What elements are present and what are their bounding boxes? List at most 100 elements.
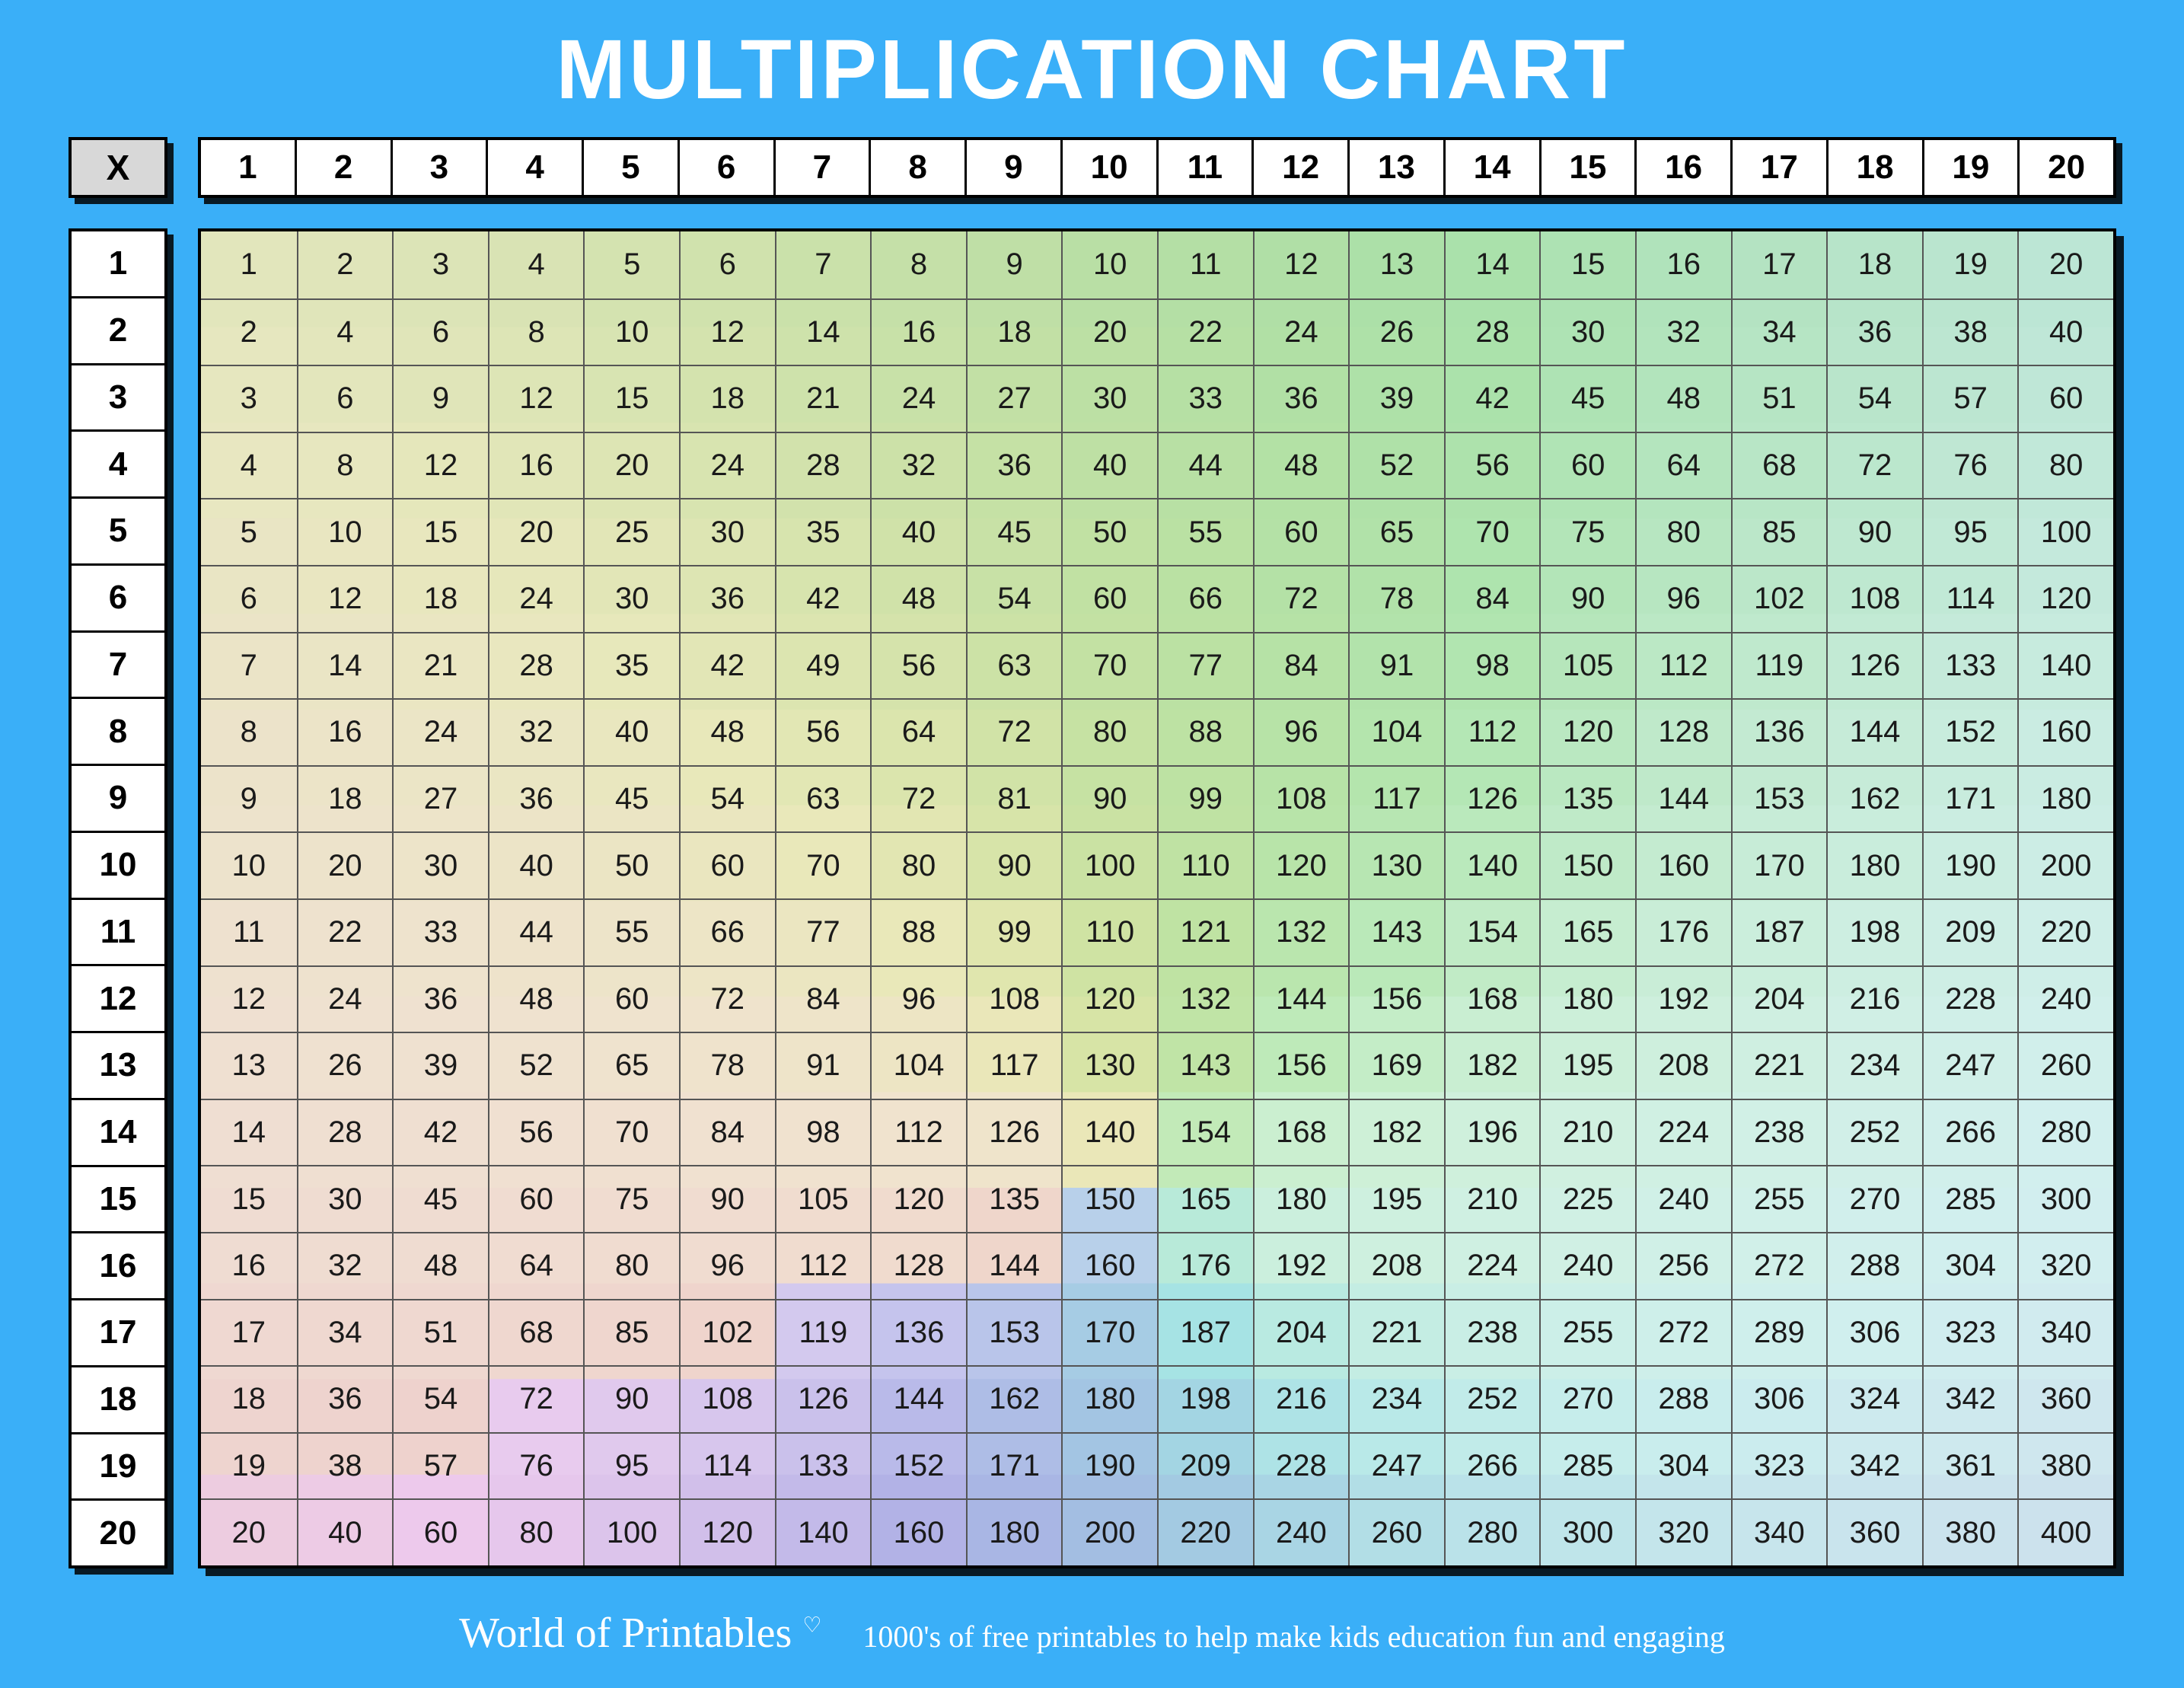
row-header: 15 <box>72 1165 164 1232</box>
grid-cell: 196 <box>1444 1099 1540 1166</box>
multiplication-grid: 1234567891011121314151617181920246810121… <box>201 231 2113 1565</box>
grid-cell: 18 <box>966 298 1062 365</box>
grid-cell: 306 <box>1826 1299 1922 1366</box>
grid-cell: 12 <box>679 298 775 365</box>
grid-cell: 25 <box>583 498 679 565</box>
grid-cell: 77 <box>1157 632 1253 699</box>
grid-cell: 20 <box>297 831 393 898</box>
grid-cell: 135 <box>1539 765 1635 832</box>
grid-cell: 65 <box>1348 498 1444 565</box>
grid-cell: 136 <box>1731 698 1827 765</box>
grid-cell: 76 <box>488 1432 584 1499</box>
grid-cell: 72 <box>1253 565 1349 632</box>
grid-cell: 3 <box>392 231 488 298</box>
grid-cell: 16 <box>488 432 584 499</box>
grid-cell: 24 <box>488 565 584 632</box>
grid-cell: 192 <box>1253 1232 1349 1299</box>
grid-cell: 104 <box>870 1032 966 1099</box>
grid-cell: 266 <box>1444 1432 1540 1499</box>
grid-cell: 240 <box>1253 1498 1349 1565</box>
grid-cell: 30 <box>297 1165 393 1232</box>
grid-cell: 114 <box>1922 565 2018 632</box>
grid-cell: 132 <box>1157 965 1253 1032</box>
footer-brand-text: World of Printables <box>459 1610 792 1657</box>
grid-cell: 39 <box>1348 365 1444 432</box>
grid-cell: 12 <box>488 365 584 432</box>
grid-cell: 252 <box>1826 1099 1922 1166</box>
grid-cell: 16 <box>1635 231 1731 298</box>
grid-cell: 28 <box>775 432 871 499</box>
grid-cell: 272 <box>1731 1232 1827 1299</box>
grid-cell: 7 <box>775 231 871 298</box>
grid-cell: 88 <box>870 898 966 965</box>
grid-cell: 54 <box>679 765 775 832</box>
grid-cell: 84 <box>1444 565 1540 632</box>
column-header-strip: 1234567891011121314151617181920 <box>198 137 2116 198</box>
grid-cell: 143 <box>1157 1032 1253 1099</box>
grid-cell: 56 <box>775 698 871 765</box>
row-header: 3 <box>72 363 164 430</box>
grid-cell: 119 <box>1731 632 1827 699</box>
grid-cell: 24 <box>297 965 393 1032</box>
grid-cell: 35 <box>583 632 679 699</box>
grid-cell: 54 <box>1826 365 1922 432</box>
grid-cell: 380 <box>2017 1432 2113 1499</box>
grid-cell: 216 <box>1253 1365 1349 1432</box>
grid-cell: 80 <box>870 831 966 898</box>
grid-cell: 323 <box>1731 1432 1827 1499</box>
grid-cell: 27 <box>966 365 1062 432</box>
grid-cell: 153 <box>966 1299 1062 1366</box>
grid-cell: 78 <box>1348 565 1444 632</box>
grid-cell: 98 <box>775 1099 871 1166</box>
grid-cell: 21 <box>775 365 871 432</box>
grid-cell: 126 <box>1826 632 1922 699</box>
grid-cell: 224 <box>1444 1232 1540 1299</box>
grid-cell: 224 <box>1635 1099 1731 1166</box>
grid-cell: 132 <box>1253 898 1349 965</box>
row-header: 11 <box>72 898 164 965</box>
grid-cell: 342 <box>1922 1365 2018 1432</box>
row-header: 4 <box>72 429 164 496</box>
grid-cell: 66 <box>679 898 775 965</box>
grid-cell: 156 <box>1253 1032 1349 1099</box>
column-header: 15 <box>1539 140 1635 195</box>
grid-cell: 45 <box>392 1165 488 1232</box>
grid-cell: 60 <box>583 965 679 1032</box>
grid-cell: 90 <box>966 831 1062 898</box>
grid-cell: 32 <box>488 698 584 765</box>
row-header: 5 <box>72 496 164 563</box>
grid-cell: 42 <box>775 565 871 632</box>
grid-cell: 20 <box>488 498 584 565</box>
grid-cell: 26 <box>297 1032 393 1099</box>
grid-cell: 30 <box>1061 365 1157 432</box>
column-header: 1 <box>201 140 295 195</box>
grid-cell: 50 <box>1061 498 1157 565</box>
grid-cell: 22 <box>1157 298 1253 365</box>
grid-cell: 285 <box>1539 1432 1635 1499</box>
grid-cell: 24 <box>392 698 488 765</box>
column-header: 18 <box>1826 140 1922 195</box>
grid-cell: 12 <box>392 432 488 499</box>
grid-cell: 56 <box>870 632 966 699</box>
grid-cell: 20 <box>583 432 679 499</box>
grid-cell: 60 <box>1539 432 1635 499</box>
grid-cell: 300 <box>1539 1498 1635 1565</box>
grid-cell: 190 <box>1922 831 2018 898</box>
grid-cell: 90 <box>583 1365 679 1432</box>
grid-cell: 13 <box>201 1032 297 1099</box>
grid-cell: 15 <box>1539 231 1635 298</box>
column-header: 4 <box>486 140 582 195</box>
column-header: 13 <box>1347 140 1443 195</box>
grid-cell: 63 <box>775 765 871 832</box>
footer-brand: World of Printables ♡ <box>459 1610 832 1657</box>
grid-cell: 96 <box>679 1232 775 1299</box>
grid-cell: 96 <box>1635 565 1731 632</box>
grid-cell: 143 <box>1348 898 1444 965</box>
grid-cell: 187 <box>1157 1299 1253 1366</box>
grid-cell: 4 <box>201 432 297 499</box>
grid-cell: 300 <box>2017 1165 2113 1232</box>
grid-cell: 18 <box>201 1365 297 1432</box>
column-header: 20 <box>2017 140 2113 195</box>
grid-cell: 50 <box>583 831 679 898</box>
grid-cell: 204 <box>1731 965 1827 1032</box>
